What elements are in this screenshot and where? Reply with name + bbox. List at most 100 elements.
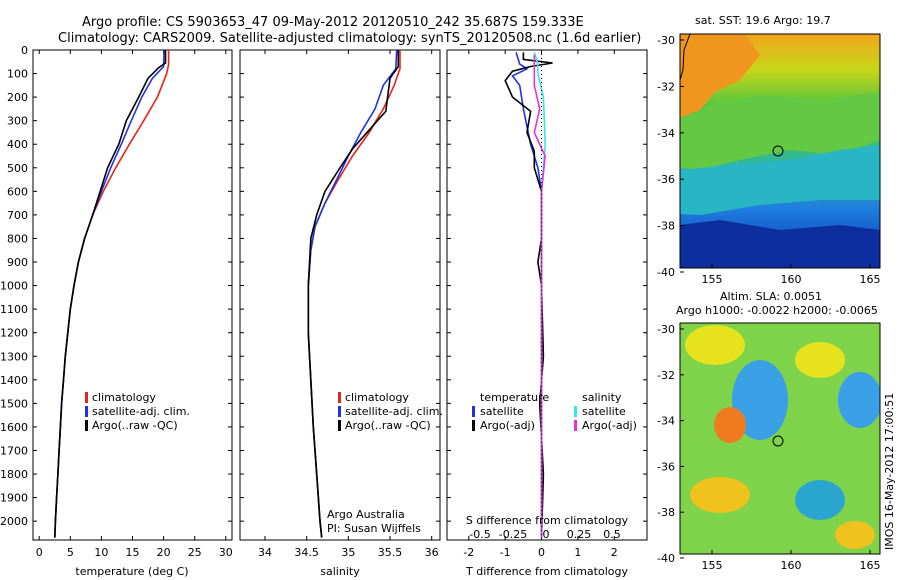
depth-tick-label: 700 <box>7 209 28 222</box>
depth-tick-label: 1500 <box>0 397 28 410</box>
map-x-tick-label: 160 <box>781 559 802 572</box>
depth-tick-label: 900 <box>7 256 28 269</box>
map-y-tick-label: -38 <box>657 506 675 519</box>
difference-panel: -2 -1 0 1 2 -0.5 -0.25 0 0.25 0.5 <box>463 50 621 559</box>
sla-high-5 <box>835 521 875 549</box>
legend-swatch-s-satellite <box>574 406 577 417</box>
sla-map-frame <box>679 322 881 555</box>
map-x-tick-label: 165 <box>860 559 881 572</box>
temperature-axes <box>32 49 233 541</box>
sla-map-title2: Argo h1000: -0.0022 h2000: -0.0065 <box>676 304 878 317</box>
depth-tick-label: 1400 <box>0 374 28 387</box>
depth-tick-label: 400 <box>7 138 28 151</box>
legend-s-satellite: satellite <box>582 405 626 418</box>
x-tick-label: 36 <box>425 546 439 559</box>
depth-tick-label: 300 <box>7 115 28 128</box>
header-line1: Argo profile: CS 5903653_47 09-May-2012 … <box>82 15 584 30</box>
depth-tick-label: 800 <box>7 232 28 245</box>
sla-high-2 <box>714 407 746 443</box>
depth-tick-label: 0 <box>21 44 28 57</box>
depth-tick-label: 1700 <box>0 444 28 457</box>
sla-low-3 <box>795 480 845 520</box>
x-tick-label: 5 <box>67 546 74 559</box>
map-x-tick-label: 155 <box>702 273 723 286</box>
depth-tick-label: 100 <box>7 68 28 81</box>
legend-swatch-t-argo <box>472 420 475 431</box>
x-tick-label: 10 <box>94 546 108 559</box>
map-y-tick-label: -40 <box>657 552 675 565</box>
x-tick-label: 34 <box>258 546 272 559</box>
legend-swatch-argo <box>85 420 88 431</box>
sst-green-band <box>680 92 880 170</box>
x-tick-label: 35 <box>341 546 355 559</box>
temperature-xlabel: temperature (deg C) <box>75 565 188 578</box>
legend-salinity-head: salinity <box>582 391 622 404</box>
sla-high-3 <box>795 342 845 378</box>
map-y-tick-label: -40 <box>657 266 675 279</box>
salinity-legend: climatology satellite-adj. clim. Argo(..… <box>338 391 443 432</box>
sla-low-2 <box>838 372 880 428</box>
legend-satellite: satellite-adj. clim. <box>92 405 190 418</box>
x-tick-label: 1 <box>574 546 581 559</box>
map-y-tick-label: -36 <box>657 460 675 473</box>
s-diff-xlabel: S difference from climatology <box>466 514 629 527</box>
sla-map: -30 -32 -34 -36 -38 -40 155 160 165 <box>657 322 881 572</box>
series-line-t-argo <box>504 52 553 538</box>
salinity-axes <box>239 49 441 541</box>
legend-swatch-climatology <box>338 392 341 403</box>
sla-map-ticks: -30 -32 -34 -36 -38 -40 155 160 165 <box>657 323 880 572</box>
map-y-tick-label: -30 <box>657 34 675 47</box>
map-x-tick-label: 165 <box>860 273 881 286</box>
legend-swatch-argo <box>338 420 341 431</box>
salinity-panel: 34 34.5 35 35.5 36 <box>258 49 439 559</box>
legend-swatch-t-satellite <box>472 406 475 417</box>
sst-deep-blue <box>680 220 880 268</box>
map-y-tick-label: -30 <box>657 323 675 336</box>
x-tick-label: 15 <box>126 546 140 559</box>
difference-legend: temperature satellite Argo(-adj) salinit… <box>472 391 637 432</box>
credit-line2: PI: Susan Wijffels <box>327 522 421 535</box>
sst-map-ticks: -30 -32 -34 -36 -38 -40 155 160 165 <box>657 34 880 286</box>
depth-tick-label: 500 <box>7 162 28 175</box>
credit-line1: Argo Australia <box>327 508 405 521</box>
x-tick-label: -1 <box>500 546 511 559</box>
legend-swatch-satellite <box>338 406 341 417</box>
sst-cyan-band <box>680 145 880 215</box>
s-diff-tick-label: -0.25 <box>499 528 527 541</box>
map-y-tick-label: -36 <box>657 173 675 186</box>
coastline <box>680 34 691 81</box>
map-y-tick-label: -34 <box>657 127 675 140</box>
sla-high-4 <box>690 477 750 513</box>
map-y-tick-label: -38 <box>657 220 675 233</box>
header-line2: Climatology: CARS2009. Satellite-adjuste… <box>58 31 641 46</box>
legend-argo: Argo(..raw -QC) <box>92 419 178 432</box>
sst-warm-patch <box>680 34 760 118</box>
legend-t-argo: Argo(-adj) <box>480 419 535 432</box>
map-y-tick-label: -32 <box>657 80 675 93</box>
temperature-legend: climatology satellite-adj. clim. Argo(..… <box>85 391 190 432</box>
legend-s-argo: Argo(-adj) <box>582 419 637 432</box>
legend-t-satellite: satellite <box>480 405 524 418</box>
sst-map-frame <box>679 33 881 269</box>
s-diff-tick-label: 0.5 <box>603 528 621 541</box>
imos-timestamp: IMOS 16-May-2012 17:00:51 <box>883 393 896 550</box>
depth-tick-label: 200 <box>7 91 28 104</box>
sst-map-title: sat. SST: 19.6 Argo: 19.7 <box>695 14 831 27</box>
legend-swatch-satellite <box>85 406 88 417</box>
depth-tick-label: 1600 <box>0 421 28 434</box>
legend-climatology: climatology <box>345 391 409 404</box>
x-tick-label: 2 <box>611 546 618 559</box>
t-diff-xlabel: T difference from climatology <box>465 565 628 578</box>
sla-map-title1: Altim. SLA: 0.0051 <box>720 290 822 303</box>
depth-tick-label: 1800 <box>0 468 28 481</box>
s-diff-tick-label: 0 <box>543 528 550 541</box>
x-tick-label: 20 <box>157 546 171 559</box>
x-tick-label: 35.5 <box>378 546 403 559</box>
x-tick-label: -2 <box>463 546 474 559</box>
x-tick-label: 30 <box>219 546 233 559</box>
map-x-tick-label: 160 <box>781 273 802 286</box>
float-position-marker <box>772 145 784 157</box>
series-line-s-argo <box>533 54 547 538</box>
depth-ticks: 0 100 200 300 400 500 600 700 800 900 1000 1100 1200… <box>0 44 647 528</box>
